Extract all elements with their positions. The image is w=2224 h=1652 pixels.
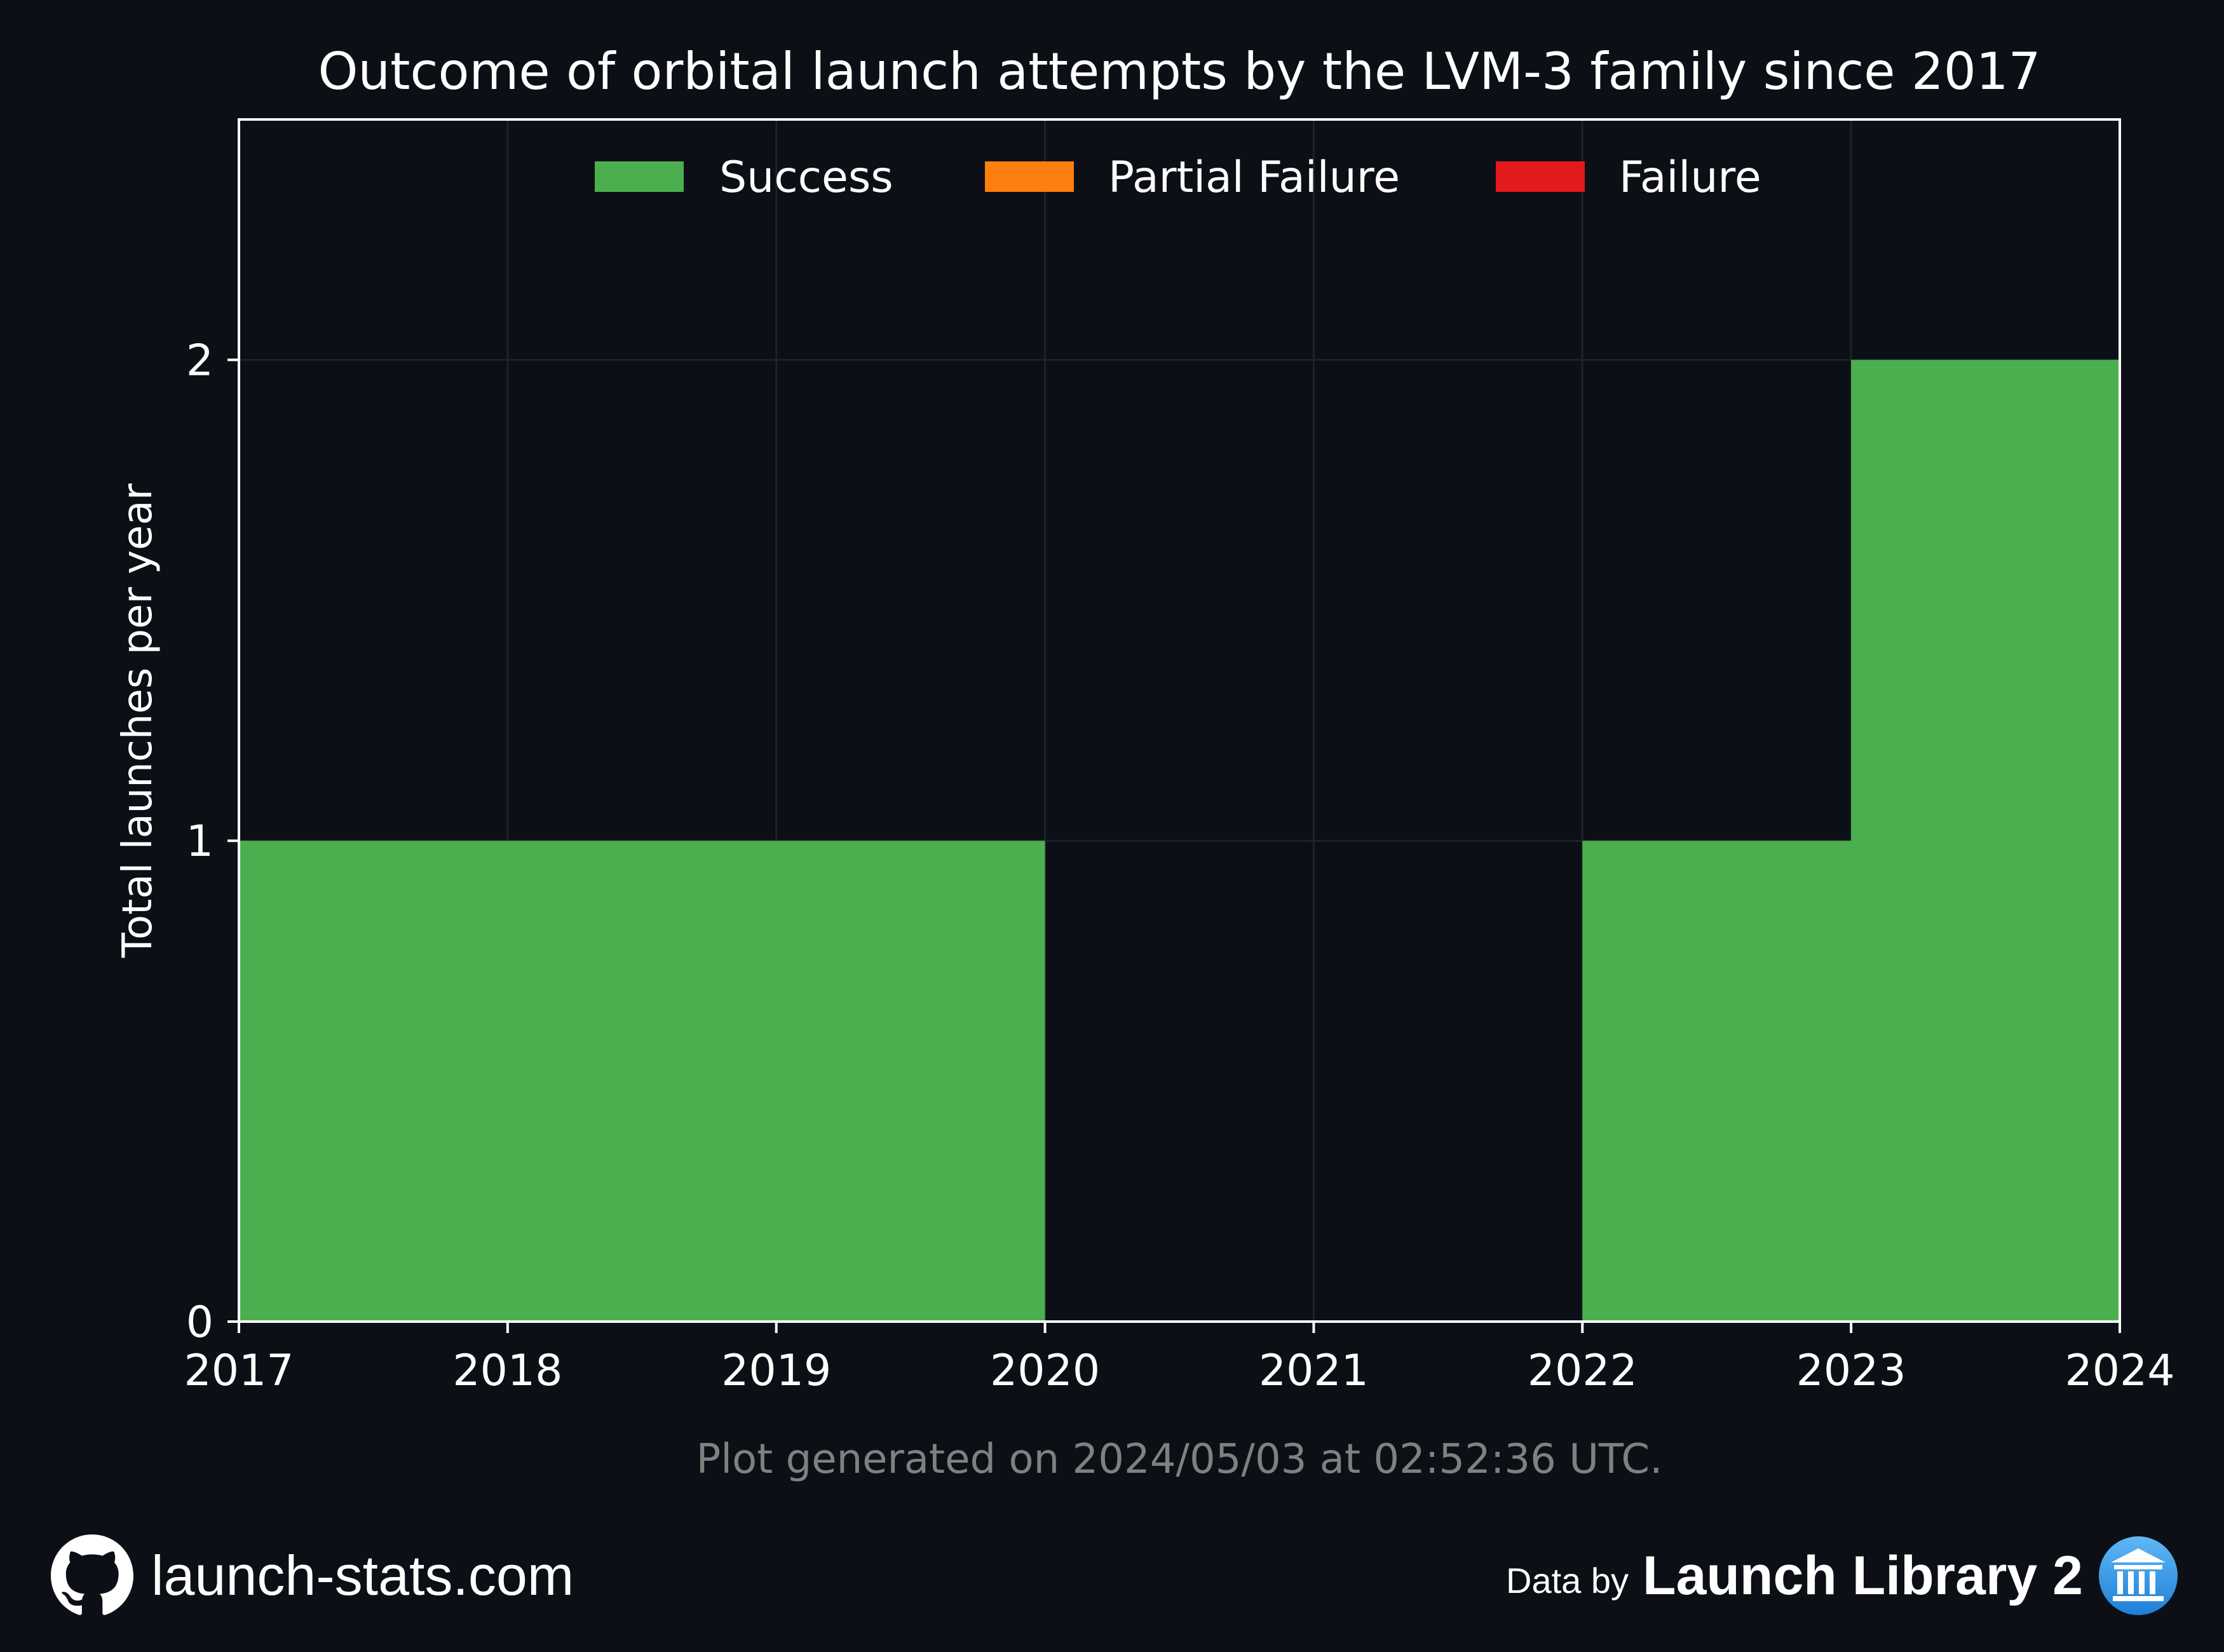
x-tick-label: 2022 (1528, 1346, 1637, 1396)
github-icon (51, 1534, 133, 1615)
legend-swatch (985, 161, 1074, 192)
y-axis-label: Total launches per year (114, 483, 161, 958)
source-name[interactable]: Launch Library 2 (1643, 1545, 2083, 1606)
y-tick-label: 0 (186, 1297, 214, 1348)
footer-source: Data by Launch Library 2 (1506, 1531, 2180, 1620)
axes-frame (238, 118, 2121, 1323)
x-tick-label: 2020 (990, 1346, 1100, 1396)
x-tick-label: 2023 (1796, 1346, 1906, 1396)
legend-swatch (1496, 161, 1585, 192)
x-tick-label: 2018 (452, 1346, 562, 1396)
x-tick-label: 2024 (2065, 1346, 2174, 1396)
legend-label: Failure (1619, 152, 1761, 203)
legend-label: Partial Failure (1108, 152, 1400, 203)
y-tick-label: 2 (186, 335, 214, 386)
legend-swatch (595, 161, 684, 192)
chart-title: Outcome of orbital launch attempts by th… (318, 42, 2040, 101)
series-area-success (239, 360, 2120, 1322)
footer-site[interactable]: launch-stats.com (51, 1531, 574, 1620)
data-by-label: Data by (1506, 1560, 1629, 1601)
x-tick-label: 2021 (1259, 1346, 1369, 1396)
x-tick-label: 2017 (184, 1346, 294, 1396)
site-link[interactable]: launch-stats.com (151, 1544, 574, 1607)
launch-library-icon (2099, 1536, 2178, 1615)
y-tick-label: 1 (186, 816, 214, 867)
x-tick-label: 2019 (721, 1346, 831, 1396)
legend-label: Success (719, 152, 893, 203)
plot-generated-note: Plot generated on 2024/05/03 at 02:52:36… (696, 1436, 1663, 1483)
